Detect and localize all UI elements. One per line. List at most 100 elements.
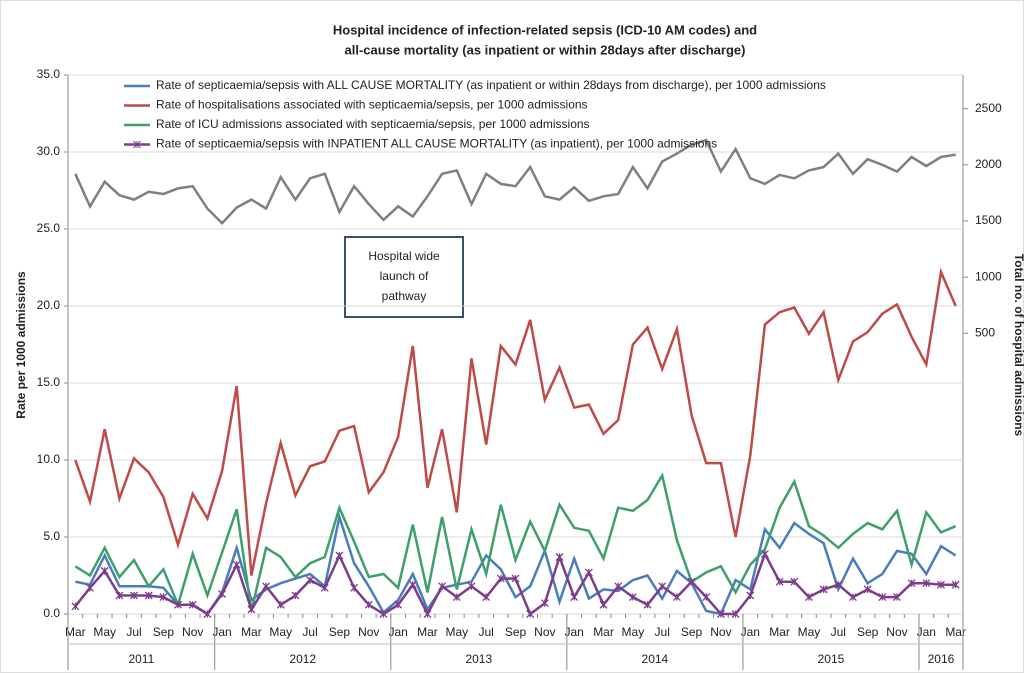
star-marker [863,585,872,594]
year-label: 2014 [642,652,669,666]
x-tick-label: Jul [655,625,670,639]
star-marker [276,600,285,609]
legend-marker [133,140,141,149]
star-marker [526,610,535,618]
star-marker [658,582,667,591]
star-marker [203,610,212,618]
star-marker [320,583,329,592]
series-line [74,472,957,612]
star-marker [262,582,271,591]
y2-axis-label: Total no. of hospital admissions [1012,254,1024,437]
x-tick-label: Sep [153,625,175,639]
x-tick-label: Jul [126,625,141,639]
star-marker [937,580,945,589]
year-label: 2012 [289,652,316,666]
star-marker [408,580,417,589]
star-marker [306,576,315,585]
x-tick-label: May [93,625,116,639]
x-tick-label: May [798,625,821,639]
x-tick-label: Sep [505,625,527,639]
star-marker [746,591,755,600]
x-tick-label: Nov [534,625,555,639]
star-marker [555,553,564,561]
star-marker [467,582,476,591]
star-marker [174,600,183,609]
star-marker [804,593,813,602]
x-tick-label: Jan [212,625,231,639]
y-tick-label: 25.0 [37,221,61,235]
star-marker [672,593,681,602]
star-marker [584,568,593,577]
x-tick-label: Jan [917,625,936,639]
x-tick-label: Sep [329,625,351,639]
legend-label: Rate of septicaemia/sepsis with ALL CAUS… [156,78,826,92]
x-tick-label: Nov [358,625,379,639]
x-tick-label: Sep [681,625,703,639]
legend-label: Rate of hospitalisations associated with… [156,98,588,112]
x-tick-label: Mar [945,625,966,639]
star-marker [86,583,94,592]
star-marker [790,577,799,586]
star-marker [614,582,623,591]
y-tick-label: 0.0 [43,606,60,620]
star-marker [819,585,828,594]
star-marker [731,610,740,618]
star-marker [570,593,579,602]
x-tick-label: Nov [886,625,907,639]
y-tick-label: 30.0 [37,144,61,158]
star-marker [247,605,256,614]
chart-title: all-cause mortality (as inpatient or wit… [345,42,746,57]
y-axis-label: Rate per 1000 admissions [14,271,28,419]
x-tick-label: Jul [831,625,846,639]
star-marker [115,591,124,600]
star-marker [144,591,153,600]
x-tick-label: Jul [302,625,317,639]
y2-tick-label: 2000 [975,157,1002,171]
star-marker [130,591,138,600]
chart-title: Hospital incidence of infection-related … [333,22,757,37]
x-tick-label: May [622,625,645,639]
star-marker [291,591,300,600]
star-marker [71,602,80,611]
y-tick-label: 5.0 [43,529,60,543]
y-tick-label: 20.0 [37,298,61,312]
year-label: 2016 [928,652,955,666]
star-marker [423,610,432,618]
legend-label: Rate of ICU admissions associated with s… [156,117,590,131]
star-marker [760,549,769,558]
star-marker [878,593,887,602]
star-marker [350,583,359,592]
x-tick-label: Jan [741,625,760,639]
star-marker [452,593,461,602]
star-marker [893,593,901,602]
star-marker [188,600,197,609]
x-tick-label: Jul [478,625,493,639]
star-marker [951,580,960,589]
star-marker [482,593,491,602]
x-tick-label: May [445,625,468,639]
star-marker [511,574,520,583]
annotation-box [344,236,464,318]
star-marker [394,600,403,609]
star-marker [540,599,549,608]
y-tick-label: 10.0 [37,452,61,466]
star-marker [364,600,373,609]
year-label: 2011 [128,652,154,666]
x-tick-label: Nov [710,625,731,639]
star-marker [775,577,784,586]
star-marker [599,600,608,609]
x-tick-label: Jan [565,625,584,639]
star-marker [716,610,725,618]
star-marker [922,579,931,588]
star-marker [834,580,843,589]
star-marker [379,610,388,618]
x-tick-label: Mar [65,625,86,639]
series-line [74,138,956,225]
x-tick-label: Nov [182,625,203,639]
star-marker [907,579,916,588]
x-tick-label: Mar [769,625,790,639]
star-marker [496,574,505,583]
y-tick-label: 15.0 [37,375,61,389]
x-tick-label: Jan [388,625,407,639]
legend-label: Rate of septicaemia/sepsis with INPATIEN… [156,137,717,151]
